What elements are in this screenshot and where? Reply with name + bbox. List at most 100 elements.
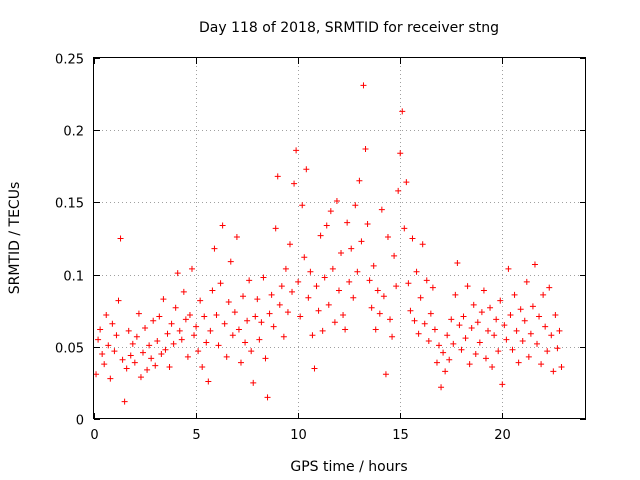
data-point xyxy=(468,325,475,332)
data-point xyxy=(97,326,104,333)
data-point xyxy=(470,301,477,308)
data-point xyxy=(129,340,136,347)
data-point xyxy=(276,301,283,308)
data-point xyxy=(472,351,479,358)
data-point xyxy=(311,365,318,372)
tick-layer: 0 5 10 15 20 0 0.05 0.1 0.15 0.2 0.25 xyxy=(55,53,586,443)
data-point xyxy=(303,166,310,173)
x-tick-label: 10 xyxy=(290,428,307,443)
data-point xyxy=(127,352,134,359)
data-point xyxy=(203,339,210,346)
data-point xyxy=(448,316,455,323)
y-tick-label: 0.15 xyxy=(55,197,84,212)
data-point xyxy=(458,346,465,353)
data-point xyxy=(299,202,306,209)
data-point xyxy=(180,288,187,295)
data-point xyxy=(109,320,116,327)
data-point xyxy=(125,327,132,334)
data-point xyxy=(199,364,206,371)
data-point xyxy=(329,265,336,272)
data-point xyxy=(188,265,195,272)
data-point xyxy=(135,310,142,317)
data-point xyxy=(113,332,120,339)
data-point xyxy=(107,375,114,382)
data-point xyxy=(534,340,541,347)
data-point xyxy=(333,197,340,204)
data-point xyxy=(340,312,347,319)
data-point xyxy=(158,351,165,358)
data-point xyxy=(213,312,220,319)
data-point xyxy=(131,359,138,366)
data-point xyxy=(389,333,396,340)
y-tick-label: 0.25 xyxy=(55,53,84,68)
data-point xyxy=(191,332,198,339)
data-point xyxy=(452,291,459,298)
data-point xyxy=(237,359,244,366)
data-point xyxy=(503,336,510,343)
data-point xyxy=(517,306,524,313)
data-point xyxy=(233,234,240,241)
data-point xyxy=(446,356,453,363)
data-point xyxy=(121,398,128,405)
data-point xyxy=(521,317,528,324)
data-point xyxy=(513,327,520,334)
data-point xyxy=(450,340,457,347)
data-point xyxy=(362,145,369,152)
data-point xyxy=(382,371,389,378)
data-point xyxy=(219,222,226,229)
x-tick-label: 15 xyxy=(392,428,409,443)
data-point xyxy=(166,364,173,371)
data-point xyxy=(246,277,253,284)
data-point xyxy=(454,260,461,267)
data-point xyxy=(309,332,316,339)
data-point xyxy=(252,313,259,320)
data-point xyxy=(156,313,163,320)
data-point xyxy=(301,254,308,261)
data-point xyxy=(193,323,200,330)
data-point xyxy=(350,294,357,301)
data-point xyxy=(144,366,151,373)
y-axis-title: SRMTID / TECUs xyxy=(7,182,23,295)
data-point xyxy=(170,340,177,347)
data-point xyxy=(256,336,263,343)
data-point xyxy=(231,309,238,316)
data-point xyxy=(262,355,269,362)
data-point xyxy=(391,252,398,259)
data-point xyxy=(411,317,418,324)
data-point xyxy=(223,353,230,360)
data-point xyxy=(289,288,296,295)
data-point xyxy=(431,326,438,333)
data-point xyxy=(421,320,428,327)
data-point xyxy=(217,280,224,287)
data-point xyxy=(211,245,218,252)
data-point xyxy=(550,368,557,375)
data-point xyxy=(344,219,351,226)
data-point xyxy=(519,338,526,345)
data-point xyxy=(164,330,171,337)
data-point xyxy=(160,296,167,303)
y-tick-label: 0 xyxy=(76,414,84,429)
data-point xyxy=(509,346,516,353)
data-point xyxy=(342,326,349,333)
data-point xyxy=(393,283,400,290)
data-point xyxy=(419,241,426,248)
data-point xyxy=(315,307,322,314)
data-point xyxy=(215,342,222,349)
data-point xyxy=(174,270,181,277)
data-point xyxy=(221,320,228,327)
data-point xyxy=(372,326,379,333)
data-point xyxy=(115,297,122,304)
data-point xyxy=(440,349,447,356)
data-point xyxy=(268,291,275,298)
data-point xyxy=(146,342,153,349)
data-point xyxy=(133,333,140,340)
data-point xyxy=(209,287,216,294)
data-point xyxy=(482,355,489,362)
grid-layer xyxy=(94,58,586,419)
data-point xyxy=(150,317,157,324)
data-point xyxy=(497,297,504,304)
data-point xyxy=(142,325,149,332)
data-point xyxy=(258,319,265,326)
data-point xyxy=(527,330,534,337)
